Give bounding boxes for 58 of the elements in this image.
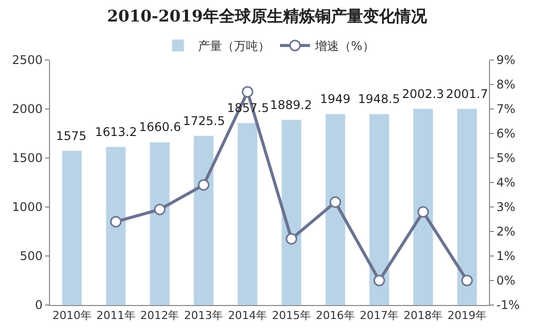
data-label: 1660.6 (139, 120, 181, 134)
x-tick-label: 2010年 (52, 309, 92, 322)
x-tick-label: 2013年 (184, 309, 224, 322)
data-label: 1725.5 (183, 114, 225, 128)
bar (325, 114, 346, 305)
y2-tick-label: 2% (496, 224, 516, 239)
data-label: 2002.3 (402, 87, 444, 101)
x-tick-label: 2017年 (360, 309, 399, 322)
point (286, 233, 298, 245)
x-tick-label: 2015年 (272, 309, 311, 322)
y2-tick-label: 5% (496, 151, 516, 166)
data-label: 1949 (320, 92, 351, 106)
x-tick-label: 2016年 (316, 309, 355, 322)
y2-tick-label: 6% (496, 126, 516, 141)
y-tick-label: 500 (20, 249, 43, 264)
x-tick-label: 2012年 (140, 309, 180, 322)
data-label: 1889.2 (270, 98, 312, 112)
point (110, 216, 122, 228)
data-label: 1575 (56, 129, 87, 143)
legend-label: 增速（%） (314, 39, 374, 54)
point (461, 274, 473, 286)
x-tick-label: 2019年 (448, 309, 487, 322)
point (374, 274, 385, 286)
data-label: 1948.5 (358, 92, 400, 106)
point (242, 86, 254, 98)
bar (456, 108, 478, 305)
y-tick-label: 1500 (12, 151, 43, 166)
bar (62, 150, 82, 305)
bar (413, 108, 434, 305)
y2-tick-label: 8% (496, 78, 516, 92)
x-tick-label: 2018年 (404, 309, 443, 322)
point (198, 179, 210, 191)
bar (237, 122, 258, 305)
bar (106, 146, 126, 305)
legend-label: 产量（万吨） (198, 39, 270, 54)
bar (281, 120, 302, 305)
y-tick-label: 0 (34, 298, 43, 312)
y2-tick-label: -1% (496, 298, 520, 312)
chart-title: 2010-2019年全球原生精炼铜产量变化情况 (107, 6, 428, 26)
x-tick-label: 2011年 (96, 309, 136, 322)
y-tick-label: 2000 (12, 102, 43, 116)
y2-tick-label: 4% (496, 176, 516, 190)
x-tick-label: 2014年 (228, 309, 268, 322)
data-label: 2001.7 (446, 87, 488, 101)
bar (194, 136, 214, 305)
bar (150, 142, 170, 305)
bar (369, 114, 390, 305)
y2-tick-label: 9% (496, 53, 516, 68)
y-tick-label: 2500 (12, 53, 43, 68)
y2-tick-label: 7% (496, 102, 516, 116)
y2-tick-label: 0% (496, 274, 516, 288)
point (154, 204, 166, 216)
y2-tick-label: 3% (496, 200, 516, 214)
y2-tick-label: 1% (496, 249, 516, 264)
point (417, 206, 429, 218)
y-tick-label: 1000 (12, 200, 43, 214)
data-label: 1613.2 (95, 125, 137, 139)
point (330, 196, 342, 208)
